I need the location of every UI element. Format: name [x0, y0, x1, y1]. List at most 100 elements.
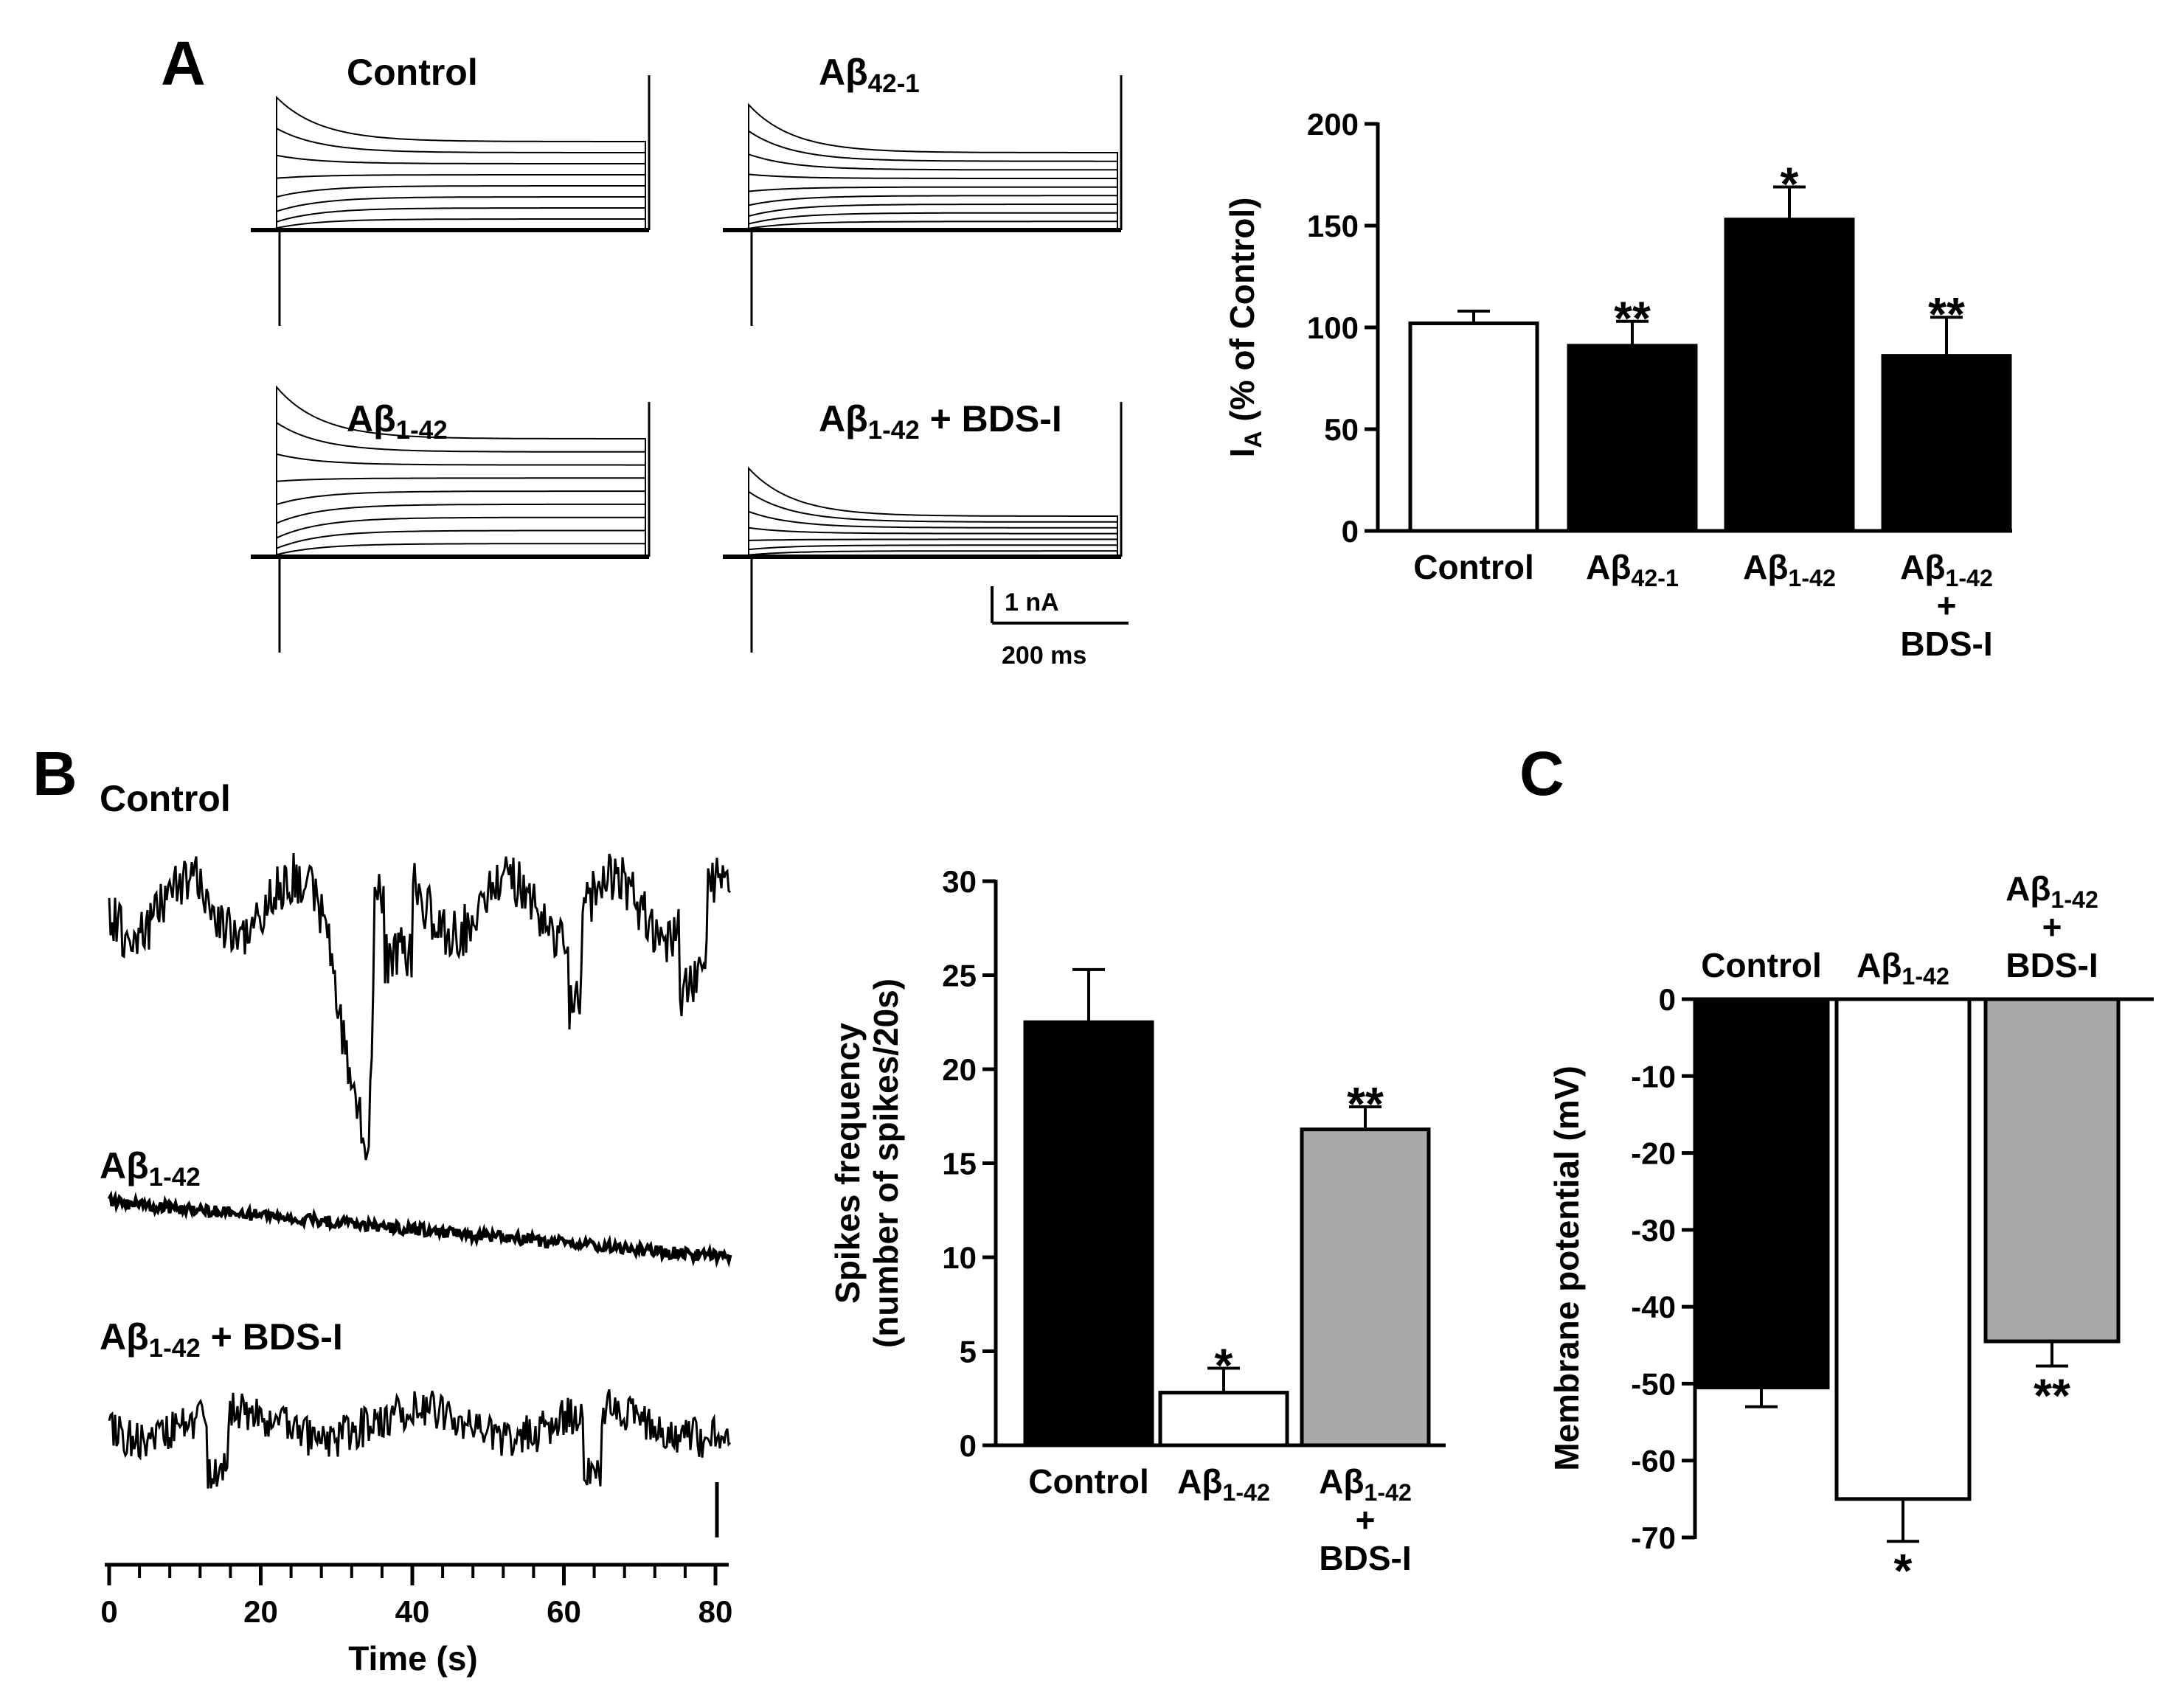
current-sweep — [276, 503, 646, 557]
bar-3 — [1724, 218, 1855, 533]
y-tick-label: -70 — [1631, 1521, 1676, 1555]
bar-1 — [1693, 997, 1830, 1390]
significance-marker: ** — [1614, 292, 1651, 345]
current-sweep — [748, 204, 1118, 230]
trace-title-b1: Control — [100, 778, 231, 819]
trace-title-b2: Aβ1-42 — [100, 1145, 201, 1192]
time-axis-label: Time (s) — [348, 1639, 478, 1678]
y-tick-label: 100 — [1307, 310, 1359, 345]
current-sweep — [748, 538, 1118, 557]
significance-marker: ** — [1347, 1077, 1384, 1130]
y-tick-label: 5 — [960, 1335, 977, 1369]
current-sweep — [748, 510, 1118, 557]
trace-title-a2: Aβ42-1 — [819, 52, 920, 98]
y-axis-label: (number of spikes/20s) — [867, 979, 905, 1348]
current-sweep — [276, 516, 646, 557]
scale-time-label: 200 ms — [1002, 642, 1086, 670]
current-sweep — [276, 421, 646, 557]
current-trace-3 — [251, 385, 651, 653]
current-sweep — [276, 477, 646, 557]
current-sweep — [276, 490, 646, 557]
current-trace-4 — [723, 402, 1123, 653]
chart-membrane-potential: 0 -10 -20 -30 -40 -50 -60 -70 Control * Aβ1-42 ** Aβ… — [1547, 869, 2154, 1597]
category-label-2: Aβ42-1 — [1586, 548, 1679, 591]
category-label-1: Control — [1701, 946, 1822, 984]
current-sweep — [748, 129, 1118, 230]
significance-marker: ** — [1928, 288, 1965, 341]
category-label-4: + — [1937, 586, 1957, 625]
bar-1 — [1408, 321, 1539, 533]
y-tick-label: 150 — [1307, 209, 1359, 243]
y-tick-label: -60 — [1631, 1444, 1676, 1478]
y-tick-label: 200 — [1307, 107, 1359, 142]
time-tick-label: 60 — [547, 1594, 581, 1629]
time-tick-label: 0 — [100, 1594, 117, 1629]
bar-2 — [1158, 1391, 1289, 1447]
y-tick-label: -20 — [1631, 1136, 1676, 1171]
current-sweep — [276, 154, 646, 230]
bar-3 — [1983, 997, 2121, 1344]
scale-current-label: 1 nA — [1005, 588, 1059, 616]
trace-title-a3: Aβ1-42 — [347, 398, 448, 445]
trace-title-a4: Aβ1-42 + BDS-I — [819, 398, 1062, 445]
current-sweep — [748, 212, 1118, 230]
panel-a-label: A — [161, 29, 206, 98]
category-label-3: BDS-I — [1319, 1539, 1411, 1577]
category-label-3: + — [2042, 908, 2062, 946]
y-axis-label-group: Spikes frequency (number of spikes/20s) — [828, 979, 905, 1348]
current-sweep — [748, 195, 1118, 230]
bar-2 — [1567, 344, 1698, 533]
y-tick-label: 0 — [960, 1428, 977, 1463]
y-tick-label: 20 — [942, 1052, 977, 1087]
category-label-1: Control — [1028, 1462, 1149, 1501]
chart-spikes-frequency: 051015202530Control*Aβ1-42**Aβ1-42+BDS-I… — [828, 864, 1446, 1577]
current-sweep — [276, 127, 646, 230]
y-tick-label: 30 — [942, 864, 977, 899]
significance-marker: ** — [2034, 1369, 2070, 1422]
current-sweep — [748, 550, 1118, 557]
current-sweep — [748, 153, 1118, 230]
panel-b-voltage-traces: Control Aβ1-42 Aβ1-42 + BDS-I — [100, 778, 732, 1537]
current-sweep — [276, 543, 646, 557]
current-sweep — [276, 218, 646, 230]
y-tick-label: 0 — [1342, 514, 1359, 549]
trace-title-b3: Aβ1-42 + BDS-I — [100, 1316, 343, 1363]
current-sweep — [276, 95, 646, 230]
panel-b-time-axis: 0 20 40 60 80 Time (s) — [100, 1563, 733, 1678]
current-sweep — [748, 544, 1118, 557]
panel-a-current-traces: Control Aβ42-1 Aβ1-42 Aβ1-42 + BDS-I — [251, 52, 1123, 653]
current-sweep — [748, 526, 1118, 557]
current-sweep — [748, 220, 1118, 230]
bar-1 — [1023, 1020, 1154, 1447]
bar-2 — [1834, 997, 1972, 1501]
category-label-2: Aβ1-42 — [1857, 946, 1949, 990]
current-sweep — [276, 196, 646, 230]
category-label-1: Control — [1413, 548, 1534, 586]
y-tick-label: 50 — [1324, 412, 1359, 447]
y-tick-label: -40 — [1631, 1290, 1676, 1324]
y-tick-label: 0 — [1659, 982, 1676, 1017]
trace-title-a1: Control — [347, 52, 478, 93]
y-tick-label: -50 — [1631, 1366, 1676, 1401]
current-sweep — [276, 174, 646, 230]
time-tick-label: 80 — [698, 1594, 733, 1629]
current-sweep — [276, 453, 646, 557]
current-sweep — [748, 186, 1118, 230]
current-trace-1 — [251, 75, 651, 326]
voltage-trace-abeta-bdsi — [108, 1389, 732, 1489]
y-tick-label: 25 — [942, 959, 977, 993]
y-tick-label: 10 — [942, 1240, 977, 1275]
y-axis-label: IA (% of Control) — [1223, 198, 1266, 458]
current-trace-2 — [723, 75, 1123, 326]
category-label-3: Aβ1-42 — [2006, 869, 2098, 913]
y-axis-label-group: IA (% of Control) — [1223, 198, 1266, 458]
voltage-trace-abeta — [107, 1190, 732, 1268]
current-sweep — [748, 490, 1118, 557]
voltage-trace-control — [108, 853, 732, 1161]
bar-4 — [1881, 354, 2012, 533]
y-tick-label: 15 — [942, 1147, 977, 1181]
bar-3 — [1300, 1127, 1431, 1447]
current-sweep — [276, 207, 646, 230]
current-sweep — [276, 185, 646, 230]
